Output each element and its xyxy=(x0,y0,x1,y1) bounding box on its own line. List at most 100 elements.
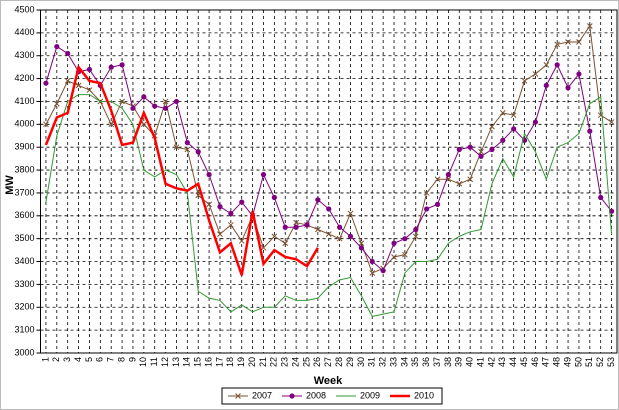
point xyxy=(119,62,125,68)
x-tick-label: 32 xyxy=(378,357,388,367)
point xyxy=(152,103,158,109)
x-tick-label: 45 xyxy=(519,357,529,367)
point xyxy=(173,144,180,151)
point xyxy=(162,98,169,105)
point xyxy=(478,148,484,155)
x-tick-label: 23 xyxy=(280,357,290,367)
x-tick-label: 21 xyxy=(258,357,268,367)
point xyxy=(565,39,571,45)
point xyxy=(217,204,223,210)
point xyxy=(499,110,506,116)
x-tick-label: 50 xyxy=(573,357,583,367)
point xyxy=(184,146,191,153)
x-tick-label: 49 xyxy=(562,357,572,367)
x-tick-label: 26 xyxy=(312,357,322,367)
x-tick-label: 31 xyxy=(367,357,377,367)
y-tick-label: 4000 xyxy=(14,119,34,129)
point xyxy=(489,146,495,153)
y-tick-label: 3500 xyxy=(14,233,34,243)
point xyxy=(358,245,364,251)
legend-label: 2007 xyxy=(252,390,272,400)
point xyxy=(402,236,408,242)
y-tick-label: 3900 xyxy=(14,142,34,152)
point xyxy=(424,206,430,212)
x-tick-label: 19 xyxy=(236,357,246,367)
x-tick-label: 38 xyxy=(443,357,453,367)
y-tick-label: 3700 xyxy=(14,187,34,197)
point xyxy=(271,233,278,240)
x-tick-label: 34 xyxy=(399,357,409,367)
point xyxy=(576,71,582,77)
x-tick-label: 11 xyxy=(149,357,159,366)
y-tick-label: 3100 xyxy=(14,325,34,335)
y-tick-label: 4300 xyxy=(14,50,34,60)
point xyxy=(358,240,365,247)
point xyxy=(434,201,441,207)
plot-area xyxy=(40,9,618,354)
legend-label: 2010 xyxy=(414,390,434,400)
x-tick-label: 33 xyxy=(388,357,398,367)
point xyxy=(130,105,136,111)
point xyxy=(53,100,60,107)
x-tick-label: 17 xyxy=(214,357,224,367)
point xyxy=(326,206,332,212)
x-tick-label: 29 xyxy=(345,357,355,367)
point xyxy=(521,78,528,84)
point xyxy=(238,238,245,244)
point xyxy=(282,240,289,247)
point xyxy=(235,393,241,399)
point xyxy=(402,251,408,258)
point xyxy=(478,153,484,159)
point xyxy=(445,172,452,178)
point xyxy=(412,233,419,240)
x-tick-label: 42 xyxy=(486,357,496,367)
point xyxy=(434,176,441,183)
x-tick-label: 41 xyxy=(475,357,485,367)
point xyxy=(510,112,517,119)
x-tick-label: 27 xyxy=(323,357,333,367)
y-tick-label: 4200 xyxy=(14,73,34,83)
x-tick-label: 16 xyxy=(203,357,213,367)
x-tick-label: 1 xyxy=(40,357,50,362)
y-tick-label: 3200 xyxy=(14,302,34,312)
point xyxy=(64,78,71,84)
x-tick-label: 18 xyxy=(225,357,235,367)
point xyxy=(43,80,49,86)
point xyxy=(141,94,147,100)
x-tick-label: 53 xyxy=(606,357,616,367)
x-tick-label: 13 xyxy=(171,357,181,367)
point xyxy=(86,66,93,73)
point xyxy=(289,393,295,399)
x-tick-label: 12 xyxy=(160,357,170,367)
point xyxy=(467,144,473,150)
legend-box xyxy=(221,387,443,405)
y-tick-label: 3600 xyxy=(14,210,34,220)
point xyxy=(325,231,332,237)
point xyxy=(206,172,212,178)
point xyxy=(543,82,549,89)
x-tick-label: 14 xyxy=(182,357,192,367)
x-tick-label: 24 xyxy=(290,357,300,367)
point xyxy=(86,87,93,93)
series-line xyxy=(44,64,319,276)
point xyxy=(369,270,376,276)
x-tick-label: 39 xyxy=(454,357,464,367)
x-tick-label: 6 xyxy=(95,357,105,362)
point xyxy=(108,121,115,128)
x-tick-label: 35 xyxy=(410,357,420,367)
x-tick-label: 7 xyxy=(106,357,116,362)
point xyxy=(347,210,354,217)
point xyxy=(228,222,234,228)
point xyxy=(337,224,343,230)
y-tick-label: 4100 xyxy=(14,96,34,106)
point xyxy=(54,43,60,50)
x-tick-label: 22 xyxy=(269,357,279,367)
x-tick-label: 47 xyxy=(541,357,551,367)
point xyxy=(445,176,452,183)
x-tick-label: 43 xyxy=(497,357,507,367)
x-tick-label: 44 xyxy=(508,357,518,367)
x-tick-label: 36 xyxy=(421,357,431,367)
point xyxy=(119,98,125,105)
point xyxy=(293,219,299,226)
